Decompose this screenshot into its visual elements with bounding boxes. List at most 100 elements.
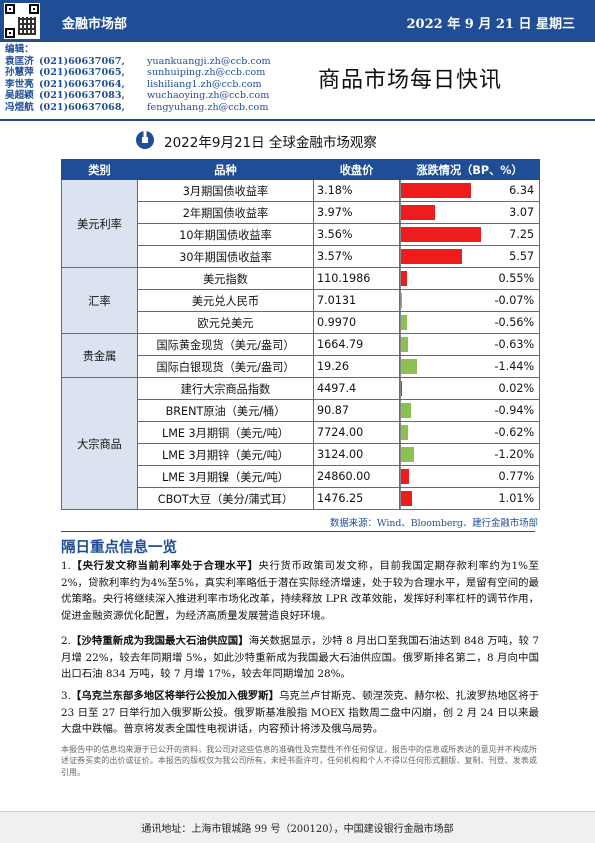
table-row: 美元兑人民币 7.0131 -0.07% xyxy=(62,289,541,312)
change-value: 0.77% xyxy=(491,465,541,488)
zero-axis xyxy=(400,444,401,465)
table-row: LME 3月期锌（美元/吨） 3124.00 -1.20% xyxy=(62,443,541,466)
instrument-name: 美元兑人民币 xyxy=(137,289,314,312)
close-price: 3.97% xyxy=(313,201,400,224)
change-value: -0.62% xyxy=(491,421,541,444)
footer: 通讯地址：上海市银城路 99 号（200120），中国建设银行金融市场部 xyxy=(0,811,595,843)
editor-email[interactable]: yuankuangji.zh@ccb.com xyxy=(147,55,271,67)
change-bar xyxy=(401,403,412,418)
zero-axis xyxy=(400,224,401,245)
header-change: 涨跌情况（BP、%） xyxy=(398,159,541,180)
change-value: 0.55% xyxy=(491,267,541,290)
qr-code-icon xyxy=(4,3,40,39)
change-bar xyxy=(401,469,410,484)
zero-axis xyxy=(400,246,401,267)
change-bar-cell xyxy=(399,267,492,290)
editor-email[interactable]: wuchaoying.zh@ccb.com xyxy=(147,90,270,102)
section-divider xyxy=(61,531,535,532)
change-bar xyxy=(401,337,408,352)
zero-axis xyxy=(400,466,401,487)
change-bar xyxy=(401,491,413,506)
section-title: 隔日重点信息一览 xyxy=(61,539,177,556)
change-bar-cell xyxy=(399,245,492,268)
bank-logo-icon xyxy=(136,131,154,149)
editor-phone: (021)60637068, xyxy=(39,101,125,113)
change-bar-cell xyxy=(399,465,492,488)
editor-email[interactable]: lishiliang1.zh@ccb.com xyxy=(147,78,262,90)
change-bar-cell xyxy=(399,443,492,466)
editor-row: 冯煜航 (021)60637068, fengyuhang.zh@ccb.com xyxy=(5,102,271,114)
change-bar-cell xyxy=(399,333,492,356)
change-bar xyxy=(401,205,435,220)
editor-name: 袁匡济 xyxy=(5,55,34,67)
instrument-name: 美元指数 xyxy=(137,267,314,290)
close-price: 1476.25 xyxy=(313,487,400,510)
editor-name: 吴超颖 xyxy=(5,90,34,102)
change-bar xyxy=(401,183,471,198)
department-name: 金融市场部 xyxy=(62,17,128,32)
editor-row: 李世亮 (021)60637064, lishiliang1.zh@ccb.com xyxy=(5,79,271,91)
change-bar-cell xyxy=(399,179,492,202)
close-price: 7.0131 xyxy=(313,289,400,312)
instrument-name: 3月期国债收益率 xyxy=(137,179,314,202)
table-row: 国际白银现货（美元/盎司） 19.26 -1.44% xyxy=(62,355,541,378)
change-bar xyxy=(401,293,402,308)
editor-name: 冯煜航 xyxy=(5,101,34,113)
news-body: 海关数据显示，沙特 8 月出口至我国石油达到 848 万吨，较 7 月增 22%… xyxy=(61,635,539,681)
zero-axis xyxy=(400,422,401,443)
header-close: 收盘价 xyxy=(313,159,400,180)
instrument-name: 欧元兑美元 xyxy=(137,311,314,334)
change-bar-cell xyxy=(399,377,492,400)
change-value: 0.02% xyxy=(491,377,541,400)
zero-axis xyxy=(400,378,401,399)
zero-axis xyxy=(400,488,401,509)
news-number: 2. xyxy=(61,635,71,647)
editor-email[interactable]: sunhuiping.zh@ccb.com xyxy=(147,67,266,79)
change-value: -0.63% xyxy=(491,333,541,356)
footer-address: 通讯地址：上海市银城路 99 号（200120），中国建设银行金融市场部 xyxy=(141,824,454,835)
editor-row: 吴超颖 (021)60637083, wuchaoying.zh@ccb.com xyxy=(5,90,271,102)
change-bar-cell xyxy=(399,289,492,312)
instrument-name: LME 3月期镍（美元/吨） xyxy=(137,465,314,488)
instrument-name: 2年期国债收益率 xyxy=(137,201,314,224)
instrument-name: CBOT大豆（美分/蒲式耳） xyxy=(137,487,314,510)
close-price: 19.26 xyxy=(313,355,400,378)
zero-axis xyxy=(400,268,401,289)
table-row: LME 3月期铜（美元/吨） 7724.00 -0.62% xyxy=(62,421,541,444)
category-cell: 贵金属 xyxy=(61,333,138,378)
header-name: 品种 xyxy=(137,159,314,180)
change-value: 6.34 xyxy=(491,179,541,202)
page-title: 商品市场每日快讯 xyxy=(318,68,503,93)
news-item: 3.【乌克兰东部多地区将举行公投加入俄罗斯】乌克兰卢甘斯克、顿涅茨克、赫尔松、扎… xyxy=(61,688,539,738)
editor-email[interactable]: fengyuhang.zh@ccb.com xyxy=(147,101,269,113)
change-bar xyxy=(401,425,408,440)
news-item: 2.【沙特重新成为我国最大石油供应国】海关数据显示，沙特 8 月出口至我国石油达… xyxy=(61,633,539,683)
editor-list: 编辑： 袁匡济 (021)60637067, yuankuangji.zh@ccb.… xyxy=(5,44,271,114)
news-body: 央行货币政策司发文称，目前我国定期存款利率约为1%至2%，贷款利率约为4%至5%… xyxy=(61,560,540,622)
change-value: 7.25 xyxy=(491,223,541,246)
table-row: 美元利率 3月期国债收益率 3.18% 6.34 xyxy=(61,179,541,268)
news-headline: 【乌克兰东部多地区将举行公投加入俄罗斯】 xyxy=(70,690,279,702)
table-row: BRENT原油（美元/桶） 90.87 -0.94% xyxy=(62,399,541,422)
change-bar-cell xyxy=(399,487,492,510)
close-price: 3124.00 xyxy=(313,443,400,466)
change-value: -0.56% xyxy=(491,311,541,334)
category-cell: 大宗商品 xyxy=(61,377,138,510)
close-price: 0.9970 xyxy=(313,311,400,334)
instrument-name: 建行大宗商品指数 xyxy=(137,377,314,400)
change-bar-cell xyxy=(399,399,492,422)
category-cell: 美元利率 xyxy=(61,179,138,268)
change-value: -0.07% xyxy=(491,289,541,312)
instrument-name: 国际黄金现货（美元/盎司） xyxy=(137,333,314,356)
table-row: LME 3月期镍（美元/吨） 24860.00 0.77% xyxy=(62,465,541,488)
zero-axis xyxy=(400,312,401,333)
table-row: 贵金属 国际黄金现货（美元/盎司） 1664.79 -0.63% xyxy=(61,333,541,378)
close-price: 3.56% xyxy=(313,223,400,246)
change-bar-cell xyxy=(399,311,492,334)
change-bar-cell xyxy=(399,223,492,246)
table-row: 欧元兑美元 0.9970 -0.56% xyxy=(62,311,541,334)
zero-axis xyxy=(400,290,401,311)
close-price: 1664.79 xyxy=(313,333,400,356)
change-value: -1.44% xyxy=(491,355,541,378)
editor-row: 孙慧萍 (021)60637065, sunhuiping.zh@ccb.com xyxy=(5,67,271,79)
